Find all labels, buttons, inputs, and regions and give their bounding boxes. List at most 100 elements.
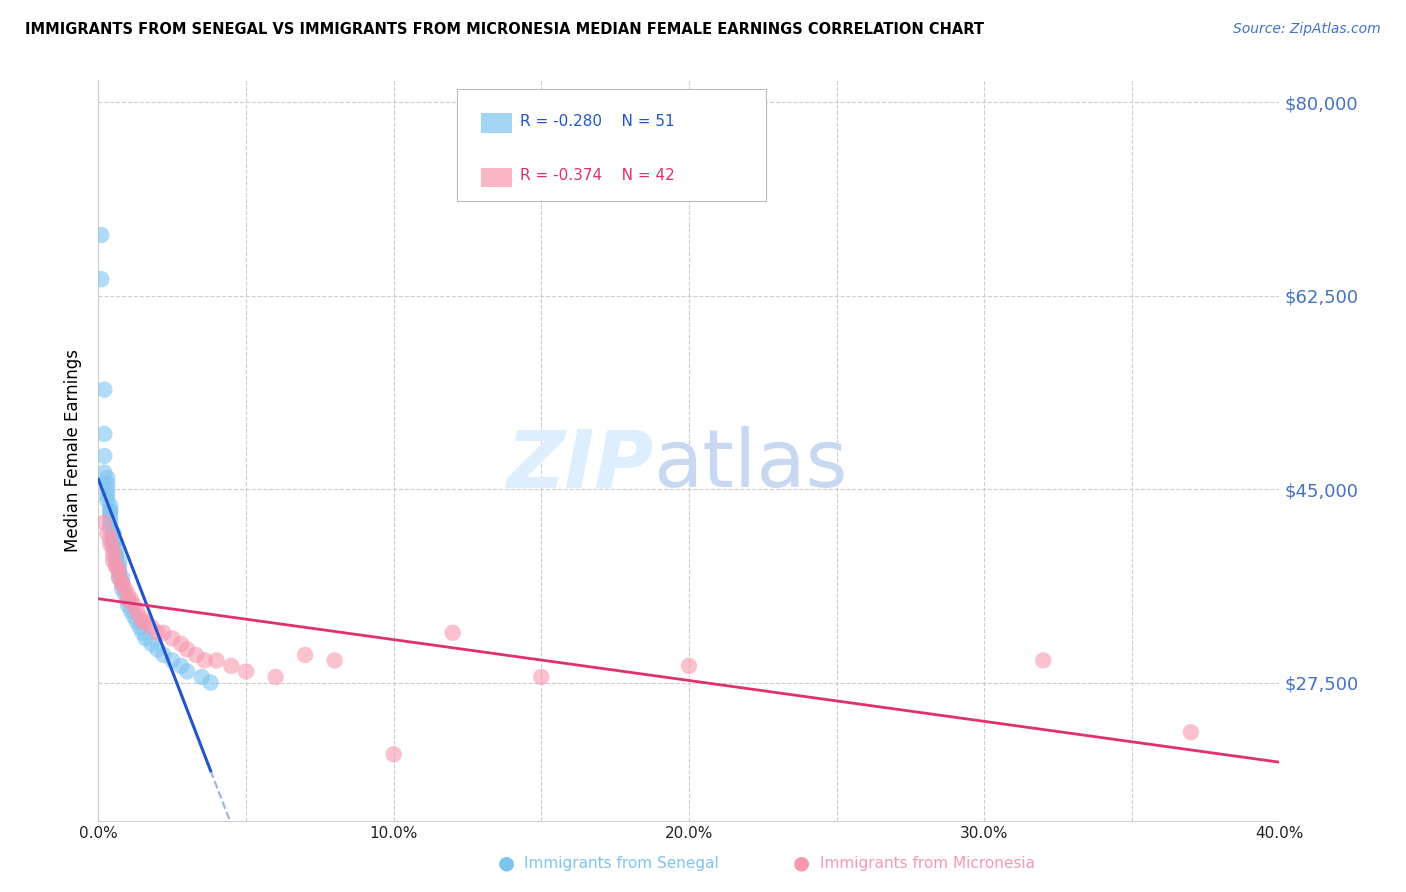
Point <box>176 665 198 679</box>
Point <box>103 532 125 546</box>
Point <box>90 272 112 286</box>
Point <box>103 537 125 551</box>
Text: atlas: atlas <box>654 426 848 504</box>
Point <box>135 632 157 646</box>
Point <box>96 482 118 496</box>
Point <box>152 625 174 640</box>
Point <box>93 449 115 463</box>
Point <box>382 747 405 762</box>
Point <box>125 604 148 618</box>
Point <box>128 609 150 624</box>
Point <box>98 537 121 551</box>
Point <box>96 488 118 502</box>
Point <box>98 504 121 518</box>
Point <box>162 653 183 667</box>
Point <box>530 670 553 684</box>
Text: Source: ZipAtlas.com: Source: ZipAtlas.com <box>1233 22 1381 37</box>
Point <box>132 625 155 640</box>
Point <box>114 587 136 601</box>
Point <box>678 659 700 673</box>
Point <box>93 466 115 480</box>
Point <box>170 637 193 651</box>
Point <box>205 653 228 667</box>
Point <box>98 509 121 524</box>
Point <box>108 565 131 579</box>
Point <box>117 592 139 607</box>
Point <box>1032 653 1054 667</box>
Point <box>111 576 134 591</box>
Point <box>111 576 134 591</box>
Point <box>108 570 131 584</box>
Point <box>170 659 193 673</box>
Point <box>141 620 163 634</box>
Point <box>103 526 125 541</box>
Point <box>176 642 198 657</box>
Point <box>111 582 134 596</box>
Point <box>105 549 128 563</box>
Text: Immigrants from Micronesia: Immigrants from Micronesia <box>820 856 1035 871</box>
Point <box>117 592 139 607</box>
Point <box>235 665 257 679</box>
Point <box>98 504 121 518</box>
Y-axis label: Median Female Earnings: Median Female Earnings <box>65 349 83 552</box>
Point <box>120 604 142 618</box>
Text: Immigrants from Senegal: Immigrants from Senegal <box>524 856 720 871</box>
Point <box>111 570 134 584</box>
Text: R = -0.280    N = 51: R = -0.280 N = 51 <box>520 114 675 128</box>
Point <box>152 648 174 662</box>
Point <box>125 615 148 629</box>
Point <box>103 537 125 551</box>
Text: ●: ● <box>793 854 810 873</box>
Point <box>162 632 183 646</box>
Point <box>90 227 112 242</box>
Point <box>93 426 115 441</box>
Text: ●: ● <box>498 854 515 873</box>
Point <box>200 675 222 690</box>
Point <box>108 554 131 568</box>
Point <box>194 653 217 667</box>
Point <box>221 659 243 673</box>
Point <box>105 542 128 557</box>
Point <box>108 570 131 584</box>
Point <box>103 549 125 563</box>
Point <box>146 642 169 657</box>
Point <box>122 609 145 624</box>
Point <box>323 653 346 667</box>
Point <box>105 554 128 568</box>
Point <box>98 532 121 546</box>
Point <box>1180 725 1202 739</box>
Point <box>294 648 316 662</box>
Text: ZIP: ZIP <box>506 426 654 504</box>
Point <box>120 592 142 607</box>
Point <box>141 637 163 651</box>
Text: R = -0.374    N = 42: R = -0.374 N = 42 <box>520 169 675 183</box>
Point <box>264 670 287 684</box>
Point <box>103 542 125 557</box>
Point <box>111 576 134 591</box>
Point <box>96 526 118 541</box>
Point <box>135 615 157 629</box>
Point <box>441 625 464 640</box>
Point <box>108 559 131 574</box>
Point <box>191 670 214 684</box>
Point <box>132 615 155 629</box>
Point <box>93 516 115 530</box>
Point <box>105 559 128 574</box>
Text: IMMIGRANTS FROM SENEGAL VS IMMIGRANTS FROM MICRONESIA MEDIAN FEMALE EARNINGS COR: IMMIGRANTS FROM SENEGAL VS IMMIGRANTS FR… <box>25 22 984 37</box>
Point <box>96 471 118 485</box>
Point <box>103 532 125 546</box>
Point <box>98 499 121 513</box>
Point <box>103 526 125 541</box>
Point <box>93 383 115 397</box>
Point <box>117 587 139 601</box>
Point <box>105 559 128 574</box>
Point <box>96 476 118 491</box>
Point <box>117 598 139 612</box>
Point <box>128 620 150 634</box>
Point <box>146 625 169 640</box>
Point <box>114 582 136 596</box>
Point <box>103 554 125 568</box>
Point <box>98 516 121 530</box>
Point <box>105 549 128 563</box>
Point <box>98 521 121 535</box>
